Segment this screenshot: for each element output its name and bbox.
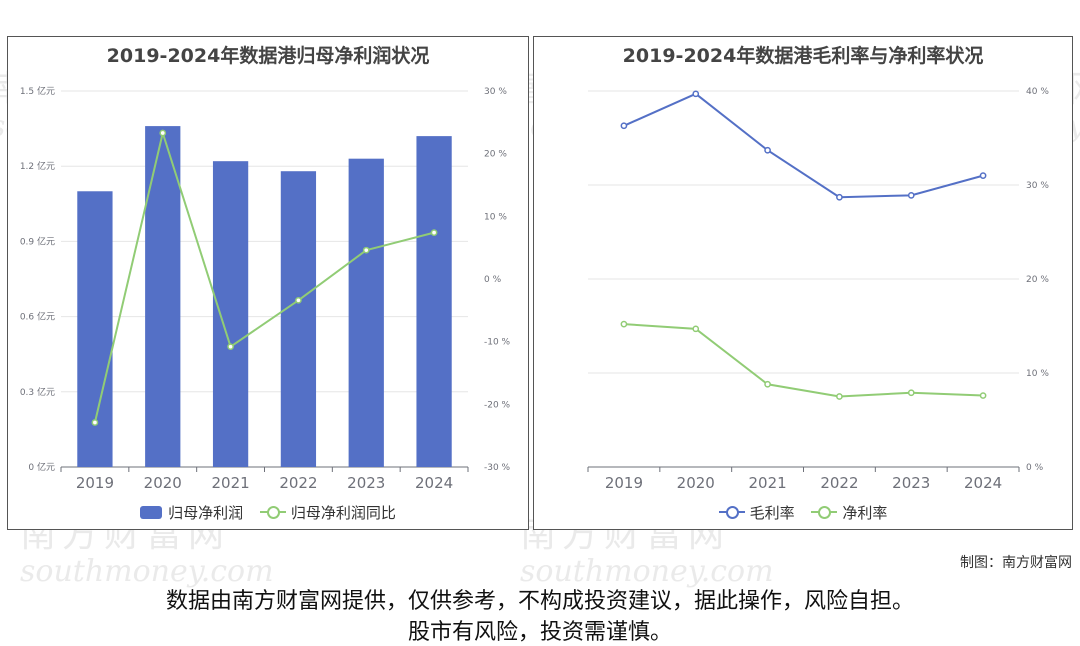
- y2-tick-label: 0 %: [484, 275, 502, 285]
- x-tick-label: 2021: [211, 474, 249, 492]
- legend-swatch: [811, 505, 838, 519]
- x-tick-label: 2020: [144, 474, 182, 492]
- bar: [145, 126, 181, 468]
- x-tick-label: 2022: [279, 474, 317, 492]
- legend-item-net-margin[interactable]: 净利率: [811, 502, 887, 523]
- y-tick-label: 40 %: [1026, 87, 1049, 97]
- chart-title: 2019-2024年数据港归母净利润状况: [106, 45, 430, 67]
- x-tick-label: 2023: [347, 474, 385, 492]
- y2-tick-label: -30 %: [484, 463, 511, 473]
- chart-legend: 毛利率 净利率: [534, 502, 1072, 524]
- data-point: [907, 389, 915, 397]
- legend-label: 净利率: [842, 503, 888, 522]
- legend-swatch: [718, 505, 745, 519]
- margin-chart: 0 % 10 % 20 % 30 % 40 % 2019 2020 2021 2022 2023 2…: [587, 87, 1049, 492]
- series-line: [623, 323, 984, 398]
- legend-label: 归母净利润: [168, 504, 244, 522]
- data-point: [692, 325, 700, 333]
- data-point: [764, 146, 771, 154]
- net-profit-chart: 0 亿元 0.3 亿元 0.6 亿元 0.9 亿元 1.2 亿元 1.5 亿元 -30 % -…: [20, 85, 511, 492]
- disclaimer-line: 数据由南方财富网提供，仅供参考，不构成投资建议，据此操作，风险自担。: [165, 589, 914, 614]
- data-point: [159, 129, 167, 137]
- y2-tick-label: 20 %: [484, 150, 507, 160]
- x-tick-label: 2023: [892, 474, 930, 492]
- y2-tick-label: -20 %: [484, 400, 511, 410]
- legend-item-net-profit-yoy[interactable]: 归母净利润同比: [259, 502, 396, 523]
- y-tick-label: 1.5 亿元: [20, 85, 55, 97]
- bar: [348, 158, 384, 467]
- disclaimer-line: 股市有风险，投资需谨慎。: [407, 620, 672, 645]
- data-point: [227, 343, 234, 351]
- data-point: [836, 193, 843, 201]
- data-point: [692, 90, 700, 98]
- x-tick-label: 2024: [415, 474, 453, 492]
- data-point: [764, 380, 771, 388]
- data-point: [836, 393, 843, 400]
- data-point: [362, 246, 370, 254]
- y-tick-label: 0.6 亿元: [20, 311, 55, 323]
- legend-label: 归母净利润同比: [290, 503, 396, 522]
- chart-legend: 归母净利润 归母净利润同比: [8, 502, 528, 524]
- x-tick-label: 2019: [605, 474, 643, 492]
- data-point: [620, 122, 628, 130]
- bar: [212, 161, 249, 467]
- data-point: [430, 229, 438, 236]
- data-point: [979, 392, 987, 399]
- y-tick-label: 0 亿元: [28, 461, 55, 473]
- x-tick-label: 2021: [748, 474, 786, 492]
- data-point: [91, 419, 99, 426]
- data-point: [907, 191, 915, 199]
- bar: [280, 171, 317, 468]
- y-tick-label: 0 %: [1026, 463, 1044, 473]
- legend-item-gross-margin[interactable]: 毛利率: [718, 502, 795, 523]
- chart-credit: 制图：南方财富网: [960, 555, 1072, 571]
- y2-tick-label: 30 %: [484, 87, 507, 97]
- data-point: [620, 320, 628, 328]
- y-tick-label: 0.3 亿元: [20, 386, 55, 398]
- y-tick-label: 1.2 亿元: [20, 160, 55, 172]
- legend-swatch: [259, 505, 286, 519]
- x-tick-label: 2019: [76, 474, 114, 492]
- legend-item-net-profit[interactable]: 归母净利润: [140, 502, 243, 523]
- legend-label: 毛利率: [749, 503, 795, 522]
- chart-title: 2019-2024年数据港毛利率与净利率状况: [622, 45, 984, 67]
- y-tick-label: 30 %: [1026, 181, 1049, 191]
- bar: [416, 136, 452, 467]
- net-profit-chart-panel: 0 亿元 0.3 亿元 0.6 亿元 0.9 亿元 1.2 亿元 1.5 亿元 -30 % -…: [7, 36, 529, 530]
- data-point: [295, 296, 302, 304]
- y-tick-label: 20 %: [1026, 275, 1049, 285]
- y2-tick-label: -10 %: [484, 338, 511, 348]
- y2-tick-label: 10 %: [484, 212, 507, 222]
- series-line: [93, 129, 435, 423]
- series-line: [623, 92, 984, 199]
- y-tick-label: 0.9 亿元: [20, 235, 55, 247]
- x-tick-label: 2020: [677, 474, 715, 492]
- data-point: [979, 172, 987, 179]
- x-tick-label: 2024: [964, 474, 1002, 492]
- y-tick-label: 10 %: [1026, 369, 1049, 379]
- margin-chart-panel: 0 % 10 % 20 % 30 % 40 % 2019 2020 2021 2022 2023 2…: [533, 36, 1073, 530]
- x-tick-label: 2022: [820, 474, 858, 492]
- legend-swatch: [140, 506, 163, 519]
